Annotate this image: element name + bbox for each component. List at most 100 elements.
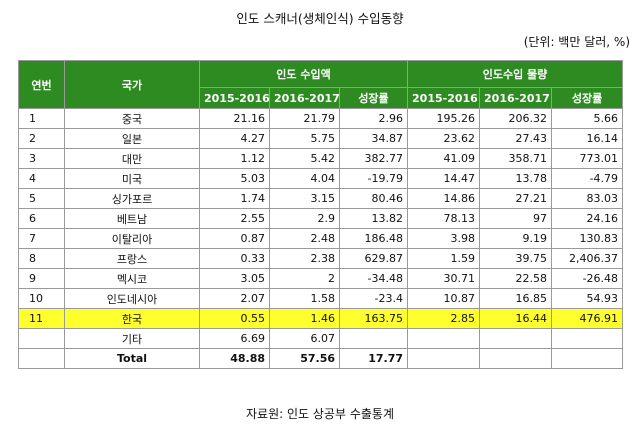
header-import-value: 인도 수입액 <box>198 60 409 88</box>
cell-value-growth: -19.79 <box>338 168 409 189</box>
cell-value-2015: 48.88 <box>199 348 270 369</box>
table-row: 1 중국 21.16 21.79 2.96 195.26 206.32 5.66 <box>18 108 624 129</box>
cell-volume-2016: 16.85 <box>479 288 553 309</box>
cell-country: 기타 <box>64 328 200 349</box>
cell-volume-growth: 476.91 <box>551 308 624 329</box>
cell-value-2016: 1.58 <box>269 288 340 309</box>
cell-country: 싱가포르 <box>64 188 200 209</box>
cell-volume-2016: 27.21 <box>479 188 553 209</box>
subheader-value-2016: 2016-2017 <box>269 87 340 109</box>
cell-volume-2015: 78.13 <box>407 208 481 229</box>
cell-value-2016: 2.38 <box>269 248 340 269</box>
cell-rank: 7 <box>18 228 65 249</box>
cell-volume-growth: -26.48 <box>551 268 624 289</box>
cell-value-2015: 4.27 <box>199 128 270 149</box>
header-country: 국가 <box>64 60 200 109</box>
cell-country: 이탈리아 <box>64 228 200 249</box>
subheader-value-growth: 성장률 <box>338 87 409 109</box>
cell-value-2015: 6.69 <box>199 328 270 349</box>
table-row: 기타 6.69 6.07 <box>18 328 624 349</box>
cell-volume-2015: 14.47 <box>407 168 481 189</box>
cell-volume-growth: 54.93 <box>551 288 624 309</box>
cell-volume-growth: -4.79 <box>551 168 624 189</box>
cell-value-growth: -23.4 <box>338 288 409 309</box>
cell-country: Total <box>64 348 200 369</box>
cell-volume-2015: 3.98 <box>407 228 481 249</box>
cell-volume-2015 <box>407 328 481 349</box>
cell-value-2016: 3.15 <box>269 188 340 209</box>
table-row: 7 이탈리아 0.87 2.48 186.48 3.98 9.19 130.83 <box>18 228 624 249</box>
cell-volume-2015: 2.85 <box>407 308 481 329</box>
cell-volume-2015: 1.59 <box>407 248 481 269</box>
cell-country: 베트남 <box>64 208 200 229</box>
table-title: 인도 스캐너(생체인식) 수입동향 <box>236 11 404 26</box>
cell-rank: 9 <box>18 268 65 289</box>
cell-volume-2016: 9.19 <box>479 228 553 249</box>
table-body: 1 중국 21.16 21.79 2.96 195.26 206.32 5.66 2 일본 4.27… <box>18 108 624 369</box>
cell-volume-2016: 97 <box>479 208 553 229</box>
cell-value-2016: 21.79 <box>269 108 340 129</box>
subheader-volume-growth: 성장률 <box>551 87 624 109</box>
cell-rank: 11 <box>18 308 65 329</box>
cell-volume-2016: 358.71 <box>479 148 553 169</box>
cell-rank: 1 <box>18 108 65 129</box>
cell-value-growth: 34.87 <box>338 128 409 149</box>
cell-volume-2016 <box>479 348 553 369</box>
cell-volume-2016: 13.78 <box>479 168 553 189</box>
cell-volume-2015: 30.71 <box>407 268 481 289</box>
cell-value-growth: 2.96 <box>338 108 409 129</box>
cell-rank: 10 <box>18 288 65 309</box>
cell-volume-2016: 206.32 <box>479 108 553 129</box>
cell-country: 대만 <box>64 148 200 169</box>
cell-value-growth: 186.48 <box>338 228 409 249</box>
cell-volume-growth: 773.01 <box>551 148 624 169</box>
table-row: 3 대만 1.12 5.42 382.77 41.09 358.71 773.01 <box>18 148 624 169</box>
cell-volume-2016: 39.75 <box>479 248 553 269</box>
cell-rank: 4 <box>18 168 65 189</box>
cell-volume-2016: 22.58 <box>479 268 553 289</box>
cell-value-2016: 5.42 <box>269 148 340 169</box>
table-row: 8 프랑스 0.33 2.38 629.87 1.59 39.75 2,406.37 <box>18 248 624 269</box>
cell-volume-growth: 2,406.37 <box>551 248 624 269</box>
cell-value-growth: 629.87 <box>338 248 409 269</box>
cell-value-2016: 6.07 <box>269 328 340 349</box>
cell-value-2016: 2 <box>269 268 340 289</box>
cell-country: 미국 <box>64 168 200 189</box>
cell-value-2015: 1.12 <box>199 148 270 169</box>
cell-value-growth: 13.82 <box>338 208 409 229</box>
cell-rank: 2 <box>18 128 65 149</box>
cell-volume-2016: 16.44 <box>479 308 553 329</box>
cell-volume-growth: 5.66 <box>551 108 624 129</box>
cell-value-2015: 2.07 <box>199 288 270 309</box>
cell-rank: 6 <box>18 208 65 229</box>
cell-value-growth: 17.77 <box>338 348 409 369</box>
cell-value-growth: 163.75 <box>338 308 409 329</box>
cell-value-growth: 382.77 <box>338 148 409 169</box>
table-row: 6 베트남 2.55 2.9 13.82 78.13 97 24.16 <box>18 208 624 229</box>
cell-country: 중국 <box>64 108 200 129</box>
cell-rank: 3 <box>18 148 65 169</box>
cell-volume-2015 <box>407 348 481 369</box>
subheader-volume-2015: 2015-2016 <box>407 87 481 109</box>
table-row: 9 멕시코 3.05 2 -34.48 30.71 22.58 -26.48 <box>18 268 624 289</box>
table-row: 10 인도네시아 2.07 1.58 -23.4 10.87 16.85 54.93 <box>18 288 624 309</box>
cell-country: 한국 <box>64 308 200 329</box>
cell-rank <box>18 328 65 349</box>
cell-volume-growth: 24.16 <box>551 208 624 229</box>
table-row: 5 싱가포르 1.74 3.15 80.46 14.86 27.21 83.03 <box>18 188 624 209</box>
cell-volume-growth: 130.83 <box>551 228 624 249</box>
cell-value-growth: -34.48 <box>338 268 409 289</box>
cell-value-2016: 5.75 <box>269 128 340 149</box>
cell-value-2015: 1.74 <box>199 188 270 209</box>
cell-rank: 5 <box>18 188 65 209</box>
cell-country: 프랑스 <box>64 248 200 269</box>
cell-volume-2016: 27.43 <box>479 128 553 149</box>
import-trend-table: 연번 국가 인도 수입액 인도수입 물량 2015-2016 2016-2017… <box>18 60 624 369</box>
cell-country: 멕시코 <box>64 268 200 289</box>
cell-value-2015: 21.16 <box>199 108 270 129</box>
subheader-volume-2016: 2016-2017 <box>479 87 553 109</box>
cell-value-2016: 1.46 <box>269 308 340 329</box>
cell-value-2015: 0.33 <box>199 248 270 269</box>
cell-value-2016: 2.48 <box>269 228 340 249</box>
table-row: 4 미국 5.03 4.04 -19.79 14.47 13.78 -4.79 <box>18 168 624 189</box>
